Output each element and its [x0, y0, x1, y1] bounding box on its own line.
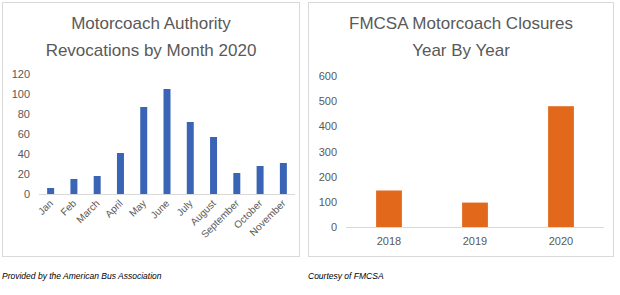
- bar: [280, 163, 287, 194]
- y-tick-label: 500: [319, 95, 337, 107]
- x-tick-label: May: [127, 198, 148, 219]
- x-tick-label: April: [103, 198, 125, 220]
- bars: [47, 89, 287, 194]
- y-tick-label: 0: [331, 221, 337, 233]
- bar: [257, 166, 264, 194]
- y-tick-label: 20: [18, 168, 30, 180]
- bar: [117, 153, 124, 194]
- y-tick-label: 60: [18, 128, 30, 140]
- bar: [233, 173, 240, 194]
- x-tick-label: 2020: [549, 235, 573, 247]
- x-tick-label: June: [148, 197, 171, 220]
- chart-title: FMCSA Motorcoach Closures Year By Year: [344, 10, 579, 64]
- source-note: Provided by the American Bus Association: [2, 271, 162, 281]
- bar: [164, 89, 171, 194]
- y-tick-label: 100: [12, 88, 30, 100]
- bar: [70, 179, 77, 194]
- y-tick-label: 300: [319, 146, 337, 158]
- chart-panel: FMCSA Motorcoach Closures Year By Year 0 1…: [308, 2, 614, 257]
- y-tick-label: 200: [319, 171, 337, 183]
- x-tick-label: Jan: [36, 198, 55, 217]
- bar: [210, 137, 217, 194]
- y-tick-label: 100: [319, 196, 337, 208]
- source-note: Courtesy of FMCSA: [308, 271, 384, 281]
- y-tick-label: 0: [24, 188, 30, 200]
- bar: [376, 191, 402, 227]
- chart-panel: Motorcoach Authority Revocations by Mont…: [2, 2, 300, 257]
- bar: [94, 176, 101, 194]
- chart-title: Motorcoach Authority Revocations by Mont…: [29, 10, 274, 64]
- bar: [47, 188, 54, 194]
- bar: [187, 122, 194, 194]
- bar: [548, 106, 574, 227]
- chart-svg: 020406080100120JanFebMarchAprilMayJuneJu…: [3, 3, 301, 258]
- y-tick-label: 40: [18, 148, 30, 160]
- bar: [462, 203, 488, 227]
- x-axis-line: [346, 227, 604, 228]
- y-tick-label: 400: [319, 120, 337, 132]
- x-tick-label: 2019: [463, 235, 487, 247]
- x-tick-label: March: [74, 198, 101, 225]
- x-tick-label: 2018: [377, 235, 401, 247]
- y-tick-label: 80: [18, 108, 30, 120]
- y-tick-label: 600: [319, 70, 337, 82]
- y-tick-label: 120: [12, 68, 30, 80]
- x-axis-line: [39, 194, 295, 195]
- bars: [376, 106, 574, 227]
- x-tick-label: November: [247, 197, 288, 238]
- bar: [140, 107, 147, 194]
- chart-svg: 0 100 200 300 400 500 600 2018 2019 2020: [309, 3, 615, 258]
